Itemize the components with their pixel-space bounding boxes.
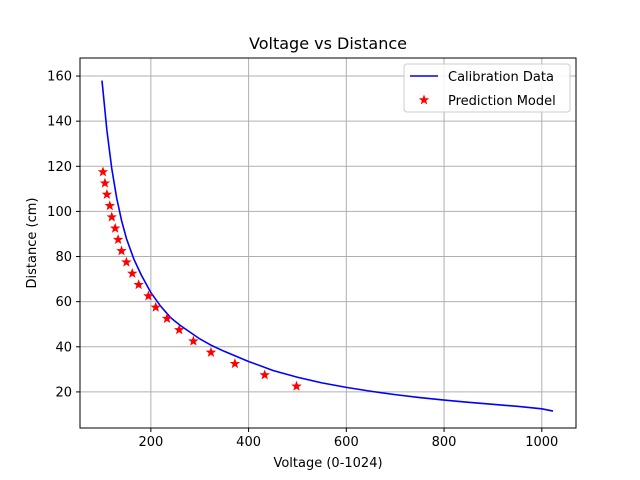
y-tick-label: 20 (55, 385, 72, 400)
x-tick-label: 200 (138, 435, 163, 450)
y-axis-label: Distance (cm) (25, 198, 40, 289)
prediction-model-point (101, 189, 113, 199)
prediction-model-point (291, 380, 302, 391)
prediction-model-point (116, 245, 127, 256)
y-tick-label: 120 (47, 160, 72, 175)
prediction-model-point (106, 211, 117, 222)
series-line-calibration-data (101, 80, 554, 412)
y-tick-label: 60 (55, 295, 72, 310)
x-tick-label: 400 (236, 435, 261, 450)
x-axis-label: Voltage (0-1024) (273, 456, 382, 471)
prediction-model-point (161, 313, 173, 323)
y-tick-label: 140 (47, 115, 72, 130)
prediction-model-point (97, 166, 109, 177)
prediction-model-point (143, 290, 154, 301)
legend-label: Prediction Model (448, 94, 556, 109)
prediction-model-point (104, 200, 115, 211)
legend-label: Calibration Data (448, 70, 554, 85)
grid-layer (80, 58, 576, 428)
prediction-model-point (112, 234, 124, 245)
y-tick-label: 160 (47, 70, 72, 85)
y-tick-label: 80 (55, 250, 72, 265)
chart-title: Voltage vs Distance (249, 34, 407, 53)
prediction-model-point (229, 358, 241, 369)
prediction-model-point (121, 256, 132, 267)
plot-frame (79, 57, 577, 429)
prediction-model-point (133, 279, 144, 290)
y-tick-label: 100 (47, 205, 72, 220)
prediction-model-point (259, 369, 270, 380)
prediction-model-point (99, 177, 111, 188)
prediction-model-point (174, 324, 185, 335)
prediction-model-point (205, 346, 217, 357)
x-tick-label: 600 (334, 435, 359, 450)
legend: Calibration Data Prediction Model (403, 63, 571, 113)
x-tick-label: 800 (432, 435, 457, 450)
legend-swatch-prediction-model (418, 94, 430, 105)
prediction-model-point (188, 335, 199, 346)
tick-layer: 200 400 600 800 1000 20 40 60 80 100 120 140 160 (47, 70, 558, 450)
prediction-model-point (150, 301, 161, 312)
x-tick-label: 1000 (525, 435, 558, 450)
y-tick-label: 40 (55, 340, 72, 355)
legend-box (403, 63, 571, 113)
data-layer (97, 80, 554, 412)
prediction-model-point (127, 268, 138, 278)
prediction-model-point (109, 222, 121, 233)
